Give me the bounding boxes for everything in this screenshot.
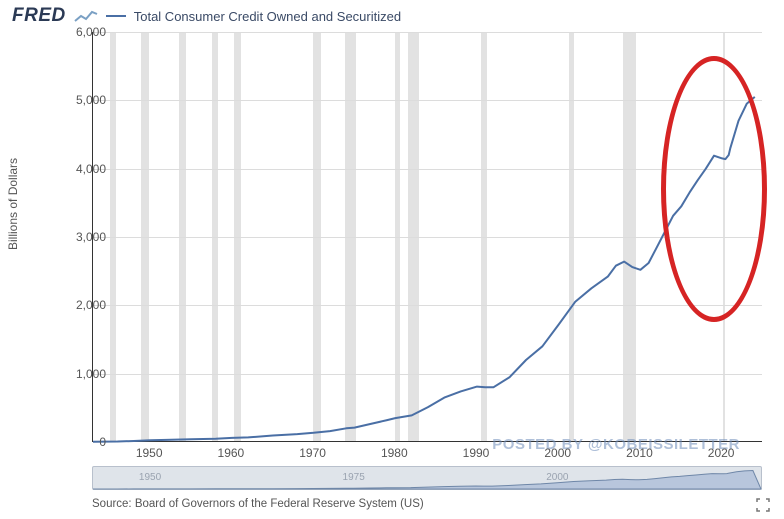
- time-range-slider[interactable]: 1950 1975 2000: [92, 466, 762, 490]
- mini-tick-label: 1975: [343, 472, 365, 483]
- x-tick-label: 1950: [136, 446, 163, 460]
- x-tick-label: 2020: [708, 446, 735, 460]
- y-tick-label: 2,000: [56, 298, 106, 312]
- y-tick-label: 5,000: [56, 93, 106, 107]
- source-text: Source: Board of Governors of the Federa…: [92, 498, 424, 510]
- y-tick-label: 0: [56, 435, 106, 449]
- plot-area: POSTED BY @KOBEISSILETTER: [92, 32, 762, 442]
- x-tick-label: 2010: [626, 446, 653, 460]
- y-tick-label: 1,000: [56, 367, 106, 381]
- x-tick-label: 1990: [463, 446, 490, 460]
- legend-label: Total Consumer Credit Owned and Securiti…: [134, 9, 401, 24]
- x-tick-label: 1960: [218, 446, 245, 460]
- series-line: [93, 32, 763, 442]
- y-axis-label: Billions of Dollars: [6, 158, 20, 250]
- legend-line-sample: [106, 15, 126, 17]
- mini-tick-label: 1950: [139, 472, 161, 483]
- mini-area-sparkline: [93, 467, 763, 491]
- y-tick-label: 4,000: [56, 162, 106, 176]
- x-tick-label: 1980: [381, 446, 408, 460]
- y-tick-label: 3,000: [56, 230, 106, 244]
- fred-chart: FRED Total Consumer Credit Owned and Sec…: [0, 0, 784, 519]
- x-tick-label: 1970: [299, 446, 326, 460]
- fullscreen-icon[interactable]: [756, 498, 770, 512]
- watermark-text: POSTED BY @KOBEISSILETTER: [492, 436, 740, 453]
- y-tick-label: 6,000: [56, 25, 106, 39]
- chart-header: FRED Total Consumer Credit Owned and Sec…: [12, 4, 772, 28]
- fred-logo-chart-icon: [74, 8, 98, 24]
- x-tick-label: 2000: [544, 446, 571, 460]
- fred-logo: FRED: [12, 5, 66, 27]
- mini-tick-label: 2000: [546, 472, 568, 483]
